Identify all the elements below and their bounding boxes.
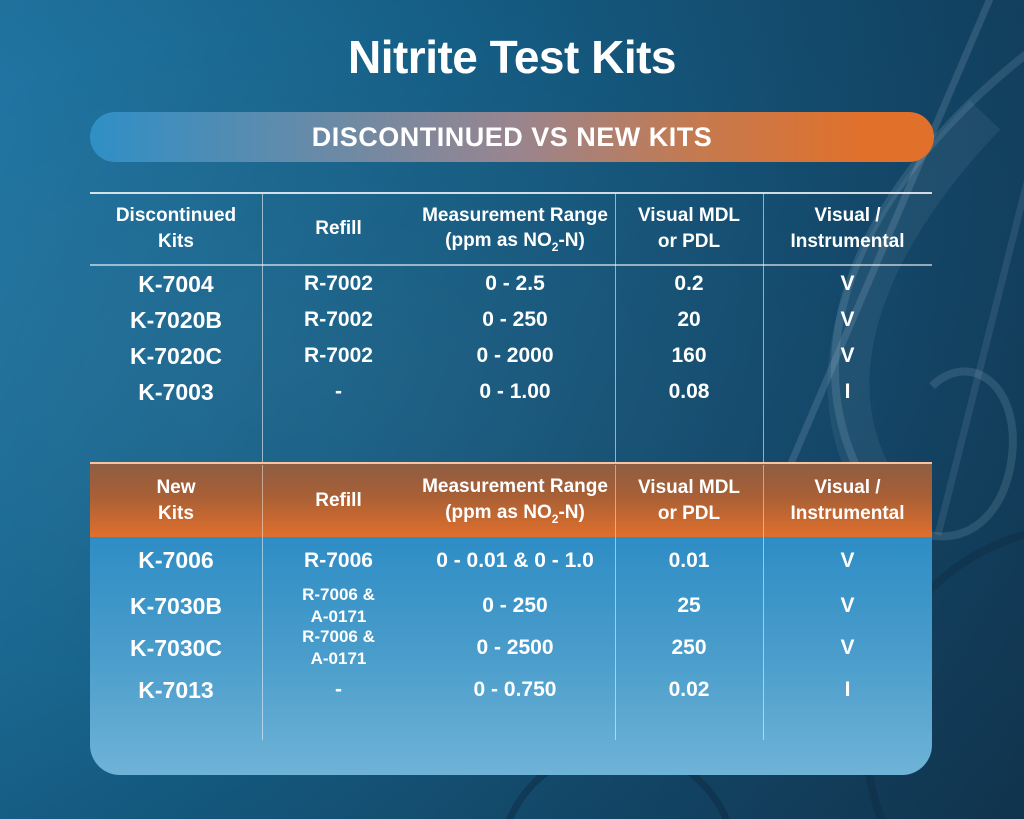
column-divider [262,465,263,538]
column-header-discontinued-kits: Discontinued Kits [115,205,237,252]
kit-name: K-7030C [129,634,223,661]
refill-value: - [335,678,342,701]
column-divider [615,537,616,740]
table-row: K-7020C R-7002 0 - 2000 160 V [90,338,932,374]
range-value: 0 - 0.01 & 0 - 1.0 [436,548,594,572]
visual-instrumental-value: V [840,594,855,618]
column-divider [763,537,764,740]
kit-name: K-7030B [129,592,223,619]
visual-instrumental-value: I [844,380,851,403]
discontinued-header-row: Discontinued Kits Refill Measurement Ran… [90,194,932,266]
column-header-visual-mdl: Visual MDL or PDL [637,205,741,252]
new-kits-table: K-7006 R-7006 0 - 0.01 & 0 - 1.0 0.01 V … [90,537,932,775]
visual-instrumental-value: I [844,678,851,701]
range-value: 0 - 2.5 [485,272,545,295]
column-header-measurement-range: Measurement Range (ppm as NO2-N) [422,204,608,255]
column-divider [615,194,616,464]
new-kits-header-band: New Kits Refill Measurement Range (ppm a… [90,462,932,538]
range-value: 0 - 1.00 [479,380,551,403]
mdl-value: 0.02 [668,678,710,701]
kit-name: K-7013 [138,676,214,703]
column-header-visual-mdl: Visual MDL or PDL [637,476,741,524]
kit-name: K-7020C [129,342,223,369]
table-row: K-7003 - 0 - 1.00 0.08 I [90,374,932,410]
mdl-value: 0.01 [668,548,710,572]
table-row: K-7013 - 0 - 0.750 0.02 I [90,668,932,712]
column-divider [763,465,764,538]
visual-instrumental-value: V [840,636,855,660]
page-title: Nitrite Test Kits [347,31,677,83]
kit-name: K-7004 [138,270,214,297]
kit-name: K-7020B [129,306,223,333]
refill-value: R-7002 [304,272,373,295]
range-value: 0 - 250 [482,308,548,331]
table-row: K-7006 R-7006 0 - 0.01 & 0 - 1.0 0.01 V [90,537,932,584]
refill-value: R-7002 [304,344,373,367]
refill-value: - [335,380,342,403]
range-value: 0 - 0.750 [473,678,557,701]
column-header-visual-instrumental: Visual / Instrumental [790,205,905,252]
column-header-refill: Refill [315,489,362,511]
column-divider [262,537,263,740]
mdl-value: 0.08 [668,380,710,403]
refill-value: R-7006 & A-0171 [302,585,375,627]
column-header-new-kits: New Kits [156,476,196,524]
range-value: 0 - 2500 [476,636,554,660]
kit-name: K-7006 [138,547,214,573]
column-header-measurement-range: Measurement Range (ppm as NO2-N) [422,476,608,526]
refill-value: R-7002 [304,308,373,331]
column-header-visual-instrumental: Visual / Instrumental [790,476,905,524]
section-banner-label: DISCONTINUED VS NEW KITS [311,121,713,152]
mdl-value: 0.2 [674,272,704,295]
visual-instrumental-value: V [840,548,855,572]
table-row: K-7020B R-7002 0 - 250 20 V [90,302,932,338]
column-divider [615,465,616,538]
mdl-value: 250 [671,636,707,660]
discontinued-kits-table: Discontinued Kits Refill Measurement Ran… [90,192,932,464]
table-row: K-7030B R-7006 & A-0171 0 - 250 25 V [90,584,932,626]
mdl-value: 20 [677,308,701,331]
column-header-refill: Refill [315,218,362,240]
section-banner: DISCONTINUED VS NEW KITS [90,112,934,162]
column-divider [262,194,263,464]
range-value: 0 - 250 [482,594,548,618]
kit-name: K-7003 [138,378,214,405]
visual-instrumental-value: V [840,308,855,331]
mdl-value: 25 [677,594,701,618]
refill-value: R-7006 [304,548,373,572]
column-divider [763,194,764,464]
range-value: 0 - 2000 [476,344,554,367]
visual-instrumental-value: V [840,272,855,295]
visual-instrumental-value: V [840,344,855,367]
table-row: K-7004 R-7002 0 - 2.5 0.2 V [90,266,932,302]
refill-value: R-7006 & A-0171 [302,627,375,669]
mdl-value: 160 [671,344,707,367]
table-row: K-7030C R-7006 & A-0171 0 - 2500 250 V [90,626,932,668]
